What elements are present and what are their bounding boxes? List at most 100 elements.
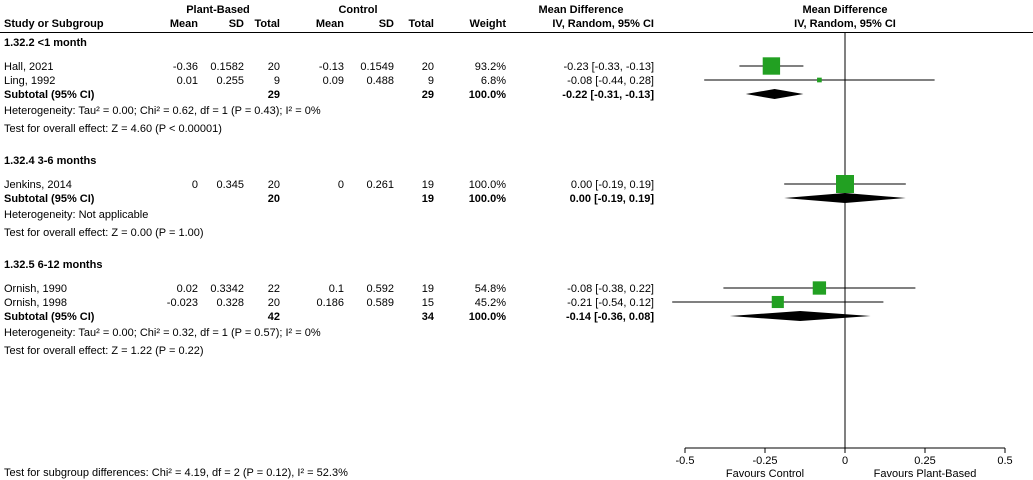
study-label: Ling, 1992 bbox=[4, 75, 56, 87]
heterogeneity-text: Heterogeneity: Not applicable bbox=[4, 209, 149, 221]
group2-header: Control bbox=[338, 4, 378, 16]
overall-effect-text: Test for overall effect: Z = 4.60 (P < 0… bbox=[4, 123, 222, 135]
cell-sd2: 0.261 bbox=[366, 179, 394, 191]
subgroup-name: 1.32.4 3-6 months bbox=[4, 155, 97, 167]
cell-total1: 42 bbox=[267, 311, 280, 323]
ci-text: -0.08 [-0.38, 0.22] bbox=[567, 283, 654, 295]
cell-total2: 34 bbox=[421, 311, 434, 323]
cell-mean2: 0.09 bbox=[322, 75, 344, 87]
cell-weight: 6.8% bbox=[480, 75, 506, 87]
study-label: Hall, 2021 bbox=[4, 61, 54, 73]
overall-effect-row: Test for overall effect: Z = 0.00 (P = 1… bbox=[0, 226, 1033, 240]
subgroup-differences-row: Test for subgroup differences: Chi² = 4.… bbox=[0, 466, 1033, 480]
study-label: Ornish, 1998 bbox=[4, 297, 67, 309]
cell-total1: 20 bbox=[267, 179, 280, 191]
cell-mean1: 0.02 bbox=[176, 283, 198, 295]
total1-col-header: Total bbox=[254, 18, 280, 30]
plot-subtitle: IV, Random, 95% CI bbox=[794, 18, 896, 30]
cell-total2: 19 bbox=[421, 283, 434, 295]
cell-total1: 20 bbox=[267, 297, 280, 309]
cell-weight: 54.8% bbox=[474, 283, 506, 295]
ci-col-header: IV, Random, 95% CI bbox=[552, 18, 654, 30]
total2-col-header: Total bbox=[408, 18, 434, 30]
cell-weight: 93.2% bbox=[474, 61, 506, 73]
cell-sd2: 0.589 bbox=[366, 297, 394, 309]
cell-mean1: 0 bbox=[191, 179, 198, 191]
cell-sd2: 0.488 bbox=[366, 75, 394, 87]
cell-total2: 29 bbox=[421, 89, 434, 101]
subtotal-label: Subtotal (95% CI) bbox=[4, 193, 95, 205]
cell-weight: 100.0% bbox=[468, 311, 506, 323]
cell-sd2: 0.592 bbox=[366, 283, 394, 295]
cell-sd2: 0.1549 bbox=[360, 61, 394, 73]
study-row: Ling, 1992 0.01 0.255 9 0.09 0.488 9 6.8% -0.08 … bbox=[0, 74, 1033, 88]
mean1-col-header: Mean bbox=[169, 18, 198, 30]
mean-difference-header: Mean Difference bbox=[538, 4, 624, 16]
cell-sd1: 0.255 bbox=[216, 75, 244, 87]
study-row: Ornish, 1998 -0.023 0.328 20 0.186 0.589 15 45.… bbox=[0, 296, 1033, 310]
cell-total1: 22 bbox=[267, 283, 280, 295]
study-row: Hall, 2021 -0.36 0.1582 20 -0.13 0.1549 20 93.2… bbox=[0, 60, 1033, 74]
cell-total2: 15 bbox=[421, 297, 434, 309]
subtotal-ci-text: -0.14 [-0.36, 0.08] bbox=[565, 311, 654, 323]
cell-total1: 9 bbox=[273, 75, 280, 87]
subgroup-title-row: 1.32.2 <1 month bbox=[0, 36, 1033, 50]
plot-title: Mean Difference bbox=[802, 4, 888, 16]
subtotal-ci-text: 0.00 [-0.19, 0.19] bbox=[569, 193, 654, 205]
subgroup-title-row: 1.32.4 3-6 months bbox=[0, 154, 1033, 168]
ci-text: -0.23 [-0.33, -0.13] bbox=[563, 61, 655, 73]
overall-effect-text: Test for overall effect: Z = 0.00 (P = 1… bbox=[4, 227, 204, 239]
ci-text: 0.00 [-0.19, 0.19] bbox=[570, 179, 654, 191]
cell-total1: 20 bbox=[267, 61, 280, 73]
group-header-row: Plant-Based Control Mean Difference Mean… bbox=[0, 3, 1033, 17]
cell-total1: 29 bbox=[267, 89, 280, 101]
subtotal-row: Subtotal (95% CI) 29 29 100.0% -0.22 [-0.31,… bbox=[0, 88, 1033, 102]
heterogeneity-text: Heterogeneity: Tau² = 0.00; Chi² = 0.32,… bbox=[4, 327, 321, 339]
subgroup-name: 1.32.2 <1 month bbox=[4, 37, 87, 49]
ci-text: -0.08 [-0.44, 0.28] bbox=[567, 75, 654, 87]
subtotal-label: Subtotal (95% CI) bbox=[4, 89, 95, 101]
sd1-col-header: SD bbox=[228, 18, 244, 30]
cell-total2: 20 bbox=[421, 61, 434, 73]
cell-total2: 9 bbox=[427, 75, 434, 87]
sd2-col-header: SD bbox=[378, 18, 394, 30]
cell-mean2: 0.1 bbox=[328, 283, 344, 295]
heterogeneity-row: Heterogeneity: Tau² = 0.00; Chi² = 0.32,… bbox=[0, 326, 1033, 340]
subtotal-row: Subtotal (95% CI) 20 19 100.0% 0.00 [-0.19, … bbox=[0, 192, 1033, 206]
heterogeneity-text: Heterogeneity: Tau² = 0.00; Chi² = 0.62,… bbox=[4, 105, 321, 117]
cell-mean2: -0.13 bbox=[318, 61, 344, 73]
cell-mean2: 0.186 bbox=[316, 297, 344, 309]
cell-mean1: -0.36 bbox=[172, 61, 198, 73]
cell-sd1: 0.328 bbox=[216, 297, 244, 309]
ci-text: -0.21 [-0.54, 0.12] bbox=[567, 297, 654, 309]
cell-mean1: 0.01 bbox=[176, 75, 198, 87]
subgroup-title-row: 1.32.5 6-12 months bbox=[0, 258, 1033, 272]
cell-sd1: 0.1582 bbox=[210, 61, 244, 73]
group1-header: Plant-Based bbox=[186, 4, 250, 16]
column-header-row: Study or Subgroup Mean SD Total Mean SD … bbox=[0, 17, 1033, 31]
cell-weight: 100.0% bbox=[468, 89, 506, 101]
subgroup-name: 1.32.5 6-12 months bbox=[4, 259, 103, 271]
study-col-header: Study or Subgroup bbox=[4, 18, 104, 30]
cell-mean1: -0.023 bbox=[166, 297, 198, 309]
cell-sd1: 0.345 bbox=[216, 179, 244, 191]
overall-effect-row: Test for overall effect: Z = 4.60 (P < 0… bbox=[0, 122, 1033, 136]
header-divider bbox=[0, 32, 1033, 33]
overall-effect-row: Test for overall effect: Z = 1.22 (P = 0… bbox=[0, 344, 1033, 358]
cell-total1: 20 bbox=[267, 193, 280, 205]
heterogeneity-row: Heterogeneity: Tau² = 0.00; Chi² = 0.62,… bbox=[0, 104, 1033, 118]
overall-effect-text: Test for overall effect: Z = 1.22 (P = 0… bbox=[4, 345, 204, 357]
heterogeneity-row: Heterogeneity: Not applicable bbox=[0, 208, 1033, 222]
study-label: Ornish, 1990 bbox=[4, 283, 67, 295]
cell-weight: 45.2% bbox=[474, 297, 506, 309]
cell-weight: 100.0% bbox=[468, 179, 506, 191]
mean2-col-header: Mean bbox=[315, 18, 344, 30]
cell-mean2: 0 bbox=[337, 179, 344, 191]
subtotal-row: Subtotal (95% CI) 42 34 100.0% -0.14 [-0.36,… bbox=[0, 310, 1033, 324]
study-row: Ornish, 1990 0.02 0.3342 22 0.1 0.592 19 54.8% -… bbox=[0, 282, 1033, 296]
cell-total2: 19 bbox=[421, 193, 434, 205]
study-label: Jenkins, 2014 bbox=[4, 179, 72, 191]
cell-weight: 100.0% bbox=[468, 193, 506, 205]
subgroup-differences-text: Test for subgroup differences: Chi² = 4.… bbox=[4, 467, 348, 479]
